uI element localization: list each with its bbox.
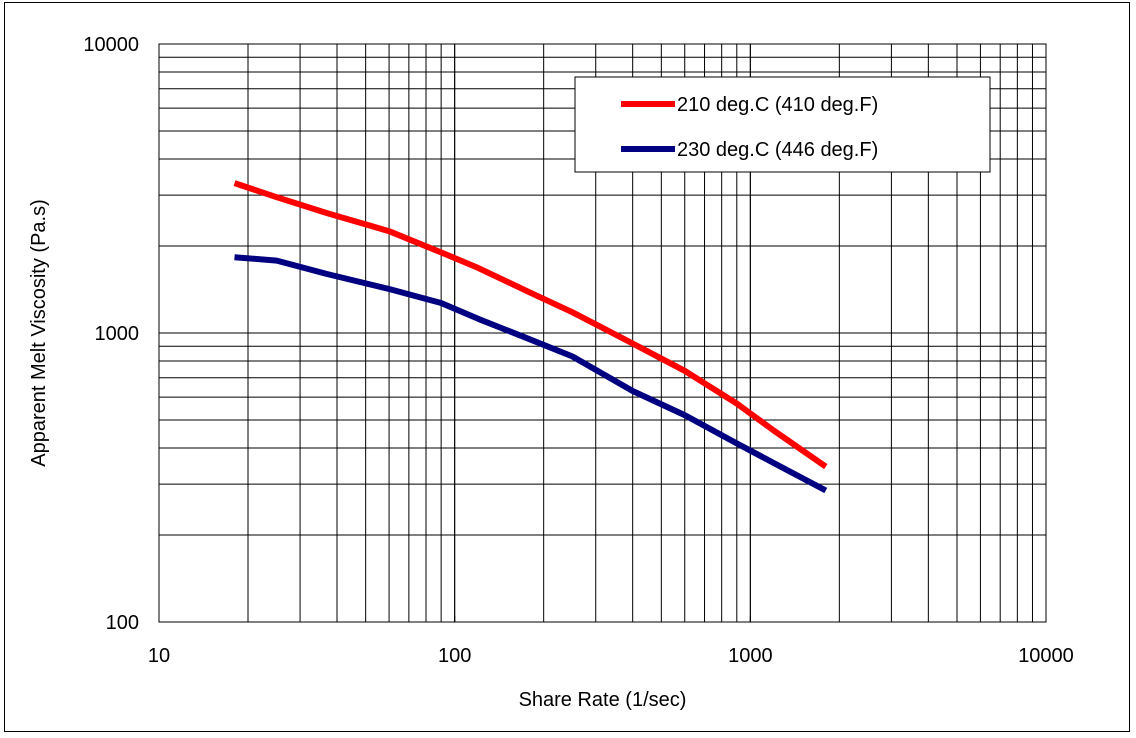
x-axis-label: Share Rate (1/sec) [519, 689, 687, 711]
chart-legend: 210 deg.C (410 deg.F) 230 deg.C (446 deg.… [574, 76, 991, 173]
y-tick-label: 1000 [95, 323, 140, 345]
legend-label: 230 deg.C (446 deg.F) [677, 139, 878, 161]
x-tick-label: 10000 [1018, 645, 1074, 667]
x-tick-label: 10 [148, 645, 170, 667]
x-tick-label: 100 [438, 645, 471, 667]
plot-area [158, 43, 1047, 623]
series-line [233, 180, 828, 470]
viscosity-chart: 10 100 1000 10000 100 1000 10000 210 deg.C (4… [28, 34, 1074, 711]
chart-series [233, 180, 828, 494]
x-tick-label: 1000 [728, 645, 773, 667]
y-tick-label: 100 [106, 612, 139, 634]
legend-label: 210 deg.C (410 deg.F) [677, 94, 878, 116]
chart-frame: 10 100 1000 10000 100 1000 10000 210 deg.C (4… [4, 2, 1130, 732]
y-tick-label: 10000 [83, 34, 139, 56]
y-axis-ticks: 100 1000 10000 [83, 34, 139, 634]
legend-box [574, 76, 991, 173]
series-line [234, 254, 828, 494]
x-axis-ticks: 10 100 1000 10000 [148, 616, 1074, 667]
y-axis-label: Apparent Melt Viscosity (Pa.s) [28, 199, 50, 467]
